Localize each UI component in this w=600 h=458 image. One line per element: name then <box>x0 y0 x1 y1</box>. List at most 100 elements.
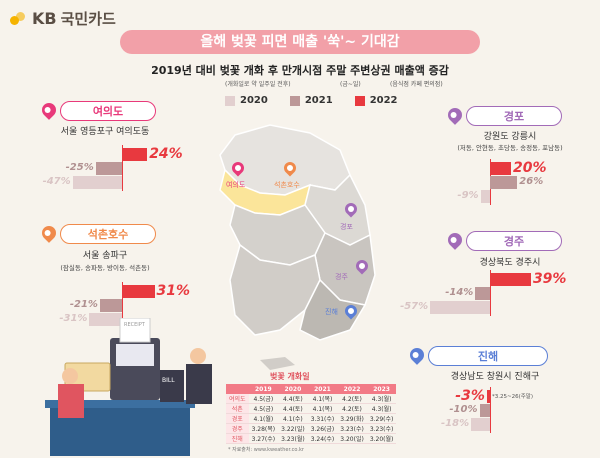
table-cell: 3.31(수) <box>307 413 338 424</box>
data-label-2021: -21% <box>69 299 98 310</box>
table-row: 경포 4.1(월) 4.1(수) 3.31(수) 3.29(화) 3.29(수) <box>226 413 397 424</box>
data-label-2020: -9% <box>457 190 479 201</box>
table-row-header: 경포 <box>226 413 249 424</box>
customer-head <box>62 368 78 384</box>
table-cell: 3.29(화) <box>337 413 367 424</box>
seokchon-pin-icon <box>39 223 59 243</box>
korea-map <box>219 124 376 370</box>
map-label-yeouido: 여의도 <box>226 181 246 189</box>
legend: 2020 2021 2022 <box>225 95 398 106</box>
logo-kr: 국민카드 <box>60 10 116 28</box>
legend-2020: 2020 <box>225 95 268 106</box>
bar-2022 <box>486 390 490 403</box>
region-tag-gyeongpo: 경포 <box>466 106 562 126</box>
bar-2022 <box>122 285 155 298</box>
map-label-gyeongju: 경주 <box>335 273 348 281</box>
axis-baseline <box>490 387 491 433</box>
data-label-2021: -14% <box>445 287 474 298</box>
table-cell: 3.26(금) <box>307 423 338 434</box>
bloom-date-table: 2019 2020 2021 2022 2023 여의도 4.5(금) 4.4(토) 4.1(목… <box>226 384 397 444</box>
table-header-0 <box>226 384 249 394</box>
table-row: 석촌 4.5(금) 4.4(토) 4.1(목) 4.2(토) 4.3(월) <box>226 403 397 414</box>
legend-swatch-2021 <box>289 95 300 106</box>
map-jeju <box>260 357 295 370</box>
table-cell: 3.20(월) <box>366 433 397 444</box>
table-header-1: 2019 <box>248 384 279 394</box>
data-label-2022: 24% <box>149 146 183 162</box>
table-source: * 자료출처: www.kweather.co.kr <box>228 447 304 453</box>
data-label-2020: -18% <box>441 418 470 429</box>
region-location-jinhae: 경상남도 창원시 진해구 <box>450 372 540 382</box>
legend-2022: 2022 <box>354 95 398 106</box>
bar-2021 <box>479 404 490 417</box>
table-cell: 4.3(월) <box>366 403 397 414</box>
table-row: 여의도 4.5(금) 4.4(토) 4.1(목) 4.2(토) 4.3(월) <box>226 394 397 404</box>
customer-body <box>58 384 84 418</box>
chart-subtitle: 2019년 대비 벚꽃 개화 후 만개시점 주말 주변상권 매출액 증감 <box>151 64 449 77</box>
region-tag-jinhae: 진해 <box>428 346 548 366</box>
table-header-4: 2022 <box>337 384 367 394</box>
legend-2021: 2021 <box>289 95 333 106</box>
data-label-2021: -25% <box>65 162 94 173</box>
yeouido-pin-icon <box>39 100 59 120</box>
data-label-2022: 31% <box>156 283 191 299</box>
region-location-yeouido: 서울 영등포구 여의도동 <box>60 127 150 137</box>
bar-2020 <box>430 301 490 314</box>
data-label-2020: -57% <box>400 301 429 312</box>
axis-baseline <box>122 282 123 328</box>
gyeongpo-pin-icon <box>445 105 465 125</box>
bar-2022 <box>490 273 531 286</box>
region-location-gyeongju: 경상북도 경주시 <box>479 258 541 268</box>
region-location-gyeongpo: 강원도 강릉시 <box>483 132 537 142</box>
region-location-seokchon: 서울 송파구 <box>82 251 128 261</box>
kb-logo-icon <box>10 11 28 26</box>
table-row-header: 여의도 <box>226 394 249 404</box>
gyeongju-pin-icon <box>445 230 465 250</box>
bar-2020 <box>480 190 490 203</box>
data-label-2020: -31% <box>59 313 88 324</box>
table-cell: 4.5(금) <box>248 394 279 404</box>
legend-swatch-2020 <box>225 95 235 106</box>
table-cell: 3.23(수) <box>337 423 367 434</box>
data-label-2022: 20% <box>513 160 547 176</box>
table-cell: 3.23(수) <box>366 423 397 434</box>
bill-panel <box>160 370 184 402</box>
table-cell: 3.20(일) <box>337 433 367 444</box>
kb-logo: KB 국민카드 <box>10 8 116 29</box>
bar-2022 <box>122 148 148 161</box>
region-sub-gyeongpo: (저동, 안현동, 초당동, 송정동, 포남동) <box>457 144 563 152</box>
bar-2020 <box>471 418 490 431</box>
legend-label-2022: 2022 <box>369 95 398 106</box>
bar-2021 <box>490 176 518 189</box>
bar-2020 <box>72 176 122 189</box>
logo-text: KB <box>32 9 57 28</box>
legend-swatch-2022 <box>354 95 365 106</box>
table-cell: 4.1(수) <box>278 413 308 424</box>
table-cell: 4.5(금) <box>248 403 279 414</box>
jinhae-note: *3.25~26(주말) <box>492 394 534 400</box>
table-row: 진해 3.27(수) 3.23(월) 3.24(수) 3.20(일) 3.20(월) <box>226 433 397 444</box>
table-row-header: 경주 <box>226 423 249 434</box>
region-tag-yeouido: 여의도 <box>60 101 156 121</box>
data-label-2021: -10% <box>449 404 478 415</box>
data-label-2021: 26% <box>519 176 544 187</box>
bar-2020 <box>89 313 122 326</box>
table-row: 경주 3.28(목) 3.22(일) 3.26(금) 3.23(수) 3.23(수) <box>226 423 397 434</box>
bloom-table-title: 벚꽃 개화일 <box>270 372 310 381</box>
page-title: 올해 벚꽃 피면 매출 '쑥'~ 기대감 <box>120 30 480 54</box>
staff-head <box>190 348 206 364</box>
counter-top <box>45 400 195 408</box>
data-label-2022: -3% <box>455 388 485 404</box>
bar-2021 <box>99 299 122 312</box>
table-header-3: 2021 <box>307 384 338 394</box>
bar-2022 <box>490 162 511 175</box>
bill-text: BILL <box>162 377 175 384</box>
jinhae-pin-icon <box>407 345 427 365</box>
note-bloom-period: (개화일로 약 일주일 전후) <box>225 81 291 88</box>
axis-baseline <box>490 270 491 316</box>
map-label-jinhae: 진해 <box>325 308 338 316</box>
pos-screen <box>116 344 154 366</box>
table-cell: 3.22(일) <box>278 423 308 434</box>
table-cell: 4.1(목) <box>307 403 338 414</box>
data-label-2020: -47% <box>42 176 71 187</box>
